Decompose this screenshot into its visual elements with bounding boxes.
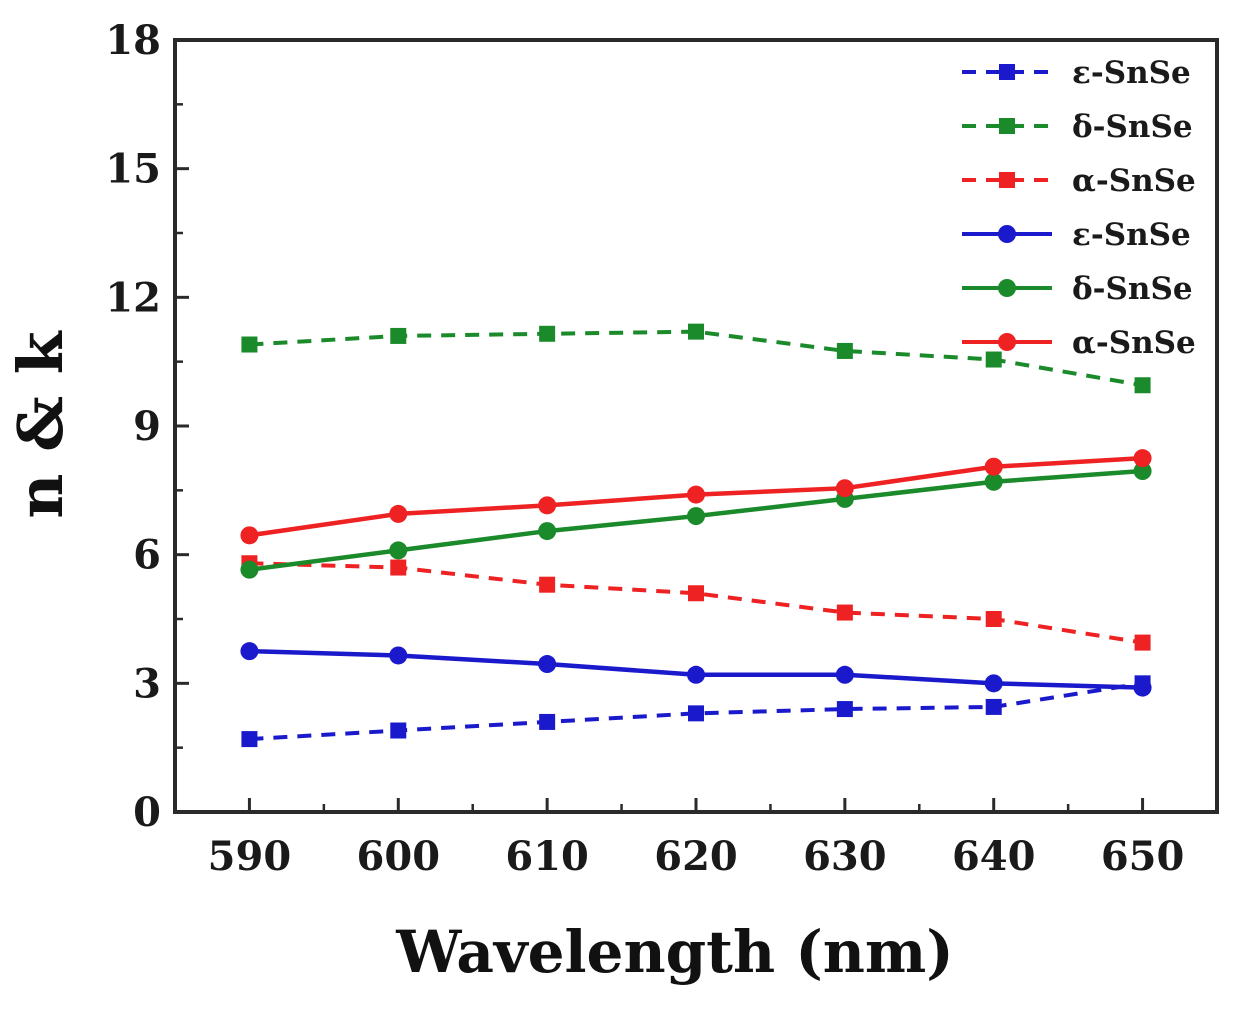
x-tick-label: 630: [803, 833, 887, 880]
data-point-square: [1134, 634, 1151, 651]
data-point-square: [390, 722, 407, 739]
legend-marker-circle: [998, 279, 1016, 297]
legend-label: δ-SnSe: [1072, 109, 1193, 145]
data-point-square: [836, 701, 853, 718]
data-point-square: [241, 731, 258, 748]
plot-series: [240, 323, 1152, 748]
data-point-circle: [984, 674, 1003, 693]
data-point-circle: [1133, 449, 1152, 468]
data-point-square: [1134, 377, 1151, 394]
legend-marker-square: [999, 118, 1015, 134]
legend-marker-circle: [998, 225, 1016, 243]
data-point-square: [836, 604, 853, 621]
x-axis-title: Wavelength (nm): [395, 918, 954, 986]
data-point-square: [390, 327, 407, 344]
data-point-square: [390, 559, 407, 576]
legend-marker-square: [999, 172, 1015, 188]
data-point-circle: [240, 642, 259, 661]
data-point-circle: [538, 522, 557, 541]
data-point-square: [539, 576, 556, 593]
x-tick-label: 600: [357, 833, 441, 880]
legend-label: ε-SnSe: [1072, 55, 1191, 91]
data-point-circle: [687, 507, 705, 526]
data-point-circle: [835, 665, 854, 684]
legend-label: ε-SnSe: [1072, 217, 1191, 253]
x-tick-label: 590: [208, 833, 292, 880]
data-point-circle: [389, 646, 408, 665]
y-tick-label: 6: [133, 532, 161, 579]
legend-marker-square: [999, 64, 1015, 80]
legend: ε-SnSe δ-SnSe α-SnSe ε-SnSe δ-SnSe α-SnSe: [962, 55, 1196, 361]
x-tick-label: 650: [1101, 833, 1185, 880]
legend-label: α-SnSe: [1072, 163, 1196, 199]
y-tick-label: 12: [105, 274, 161, 321]
data-point-circle: [835, 479, 854, 498]
data-point-square: [985, 611, 1002, 627]
legend-label: δ-SnSe: [1072, 271, 1193, 307]
data-point-square: [539, 713, 556, 730]
data-point-circle: [538, 655, 557, 674]
y-axis-title: n & k: [4, 329, 77, 518]
x-tick-label: 640: [952, 833, 1036, 880]
data-point-circle: [687, 485, 705, 504]
data-point-circle: [984, 472, 1003, 491]
data-point-square: [241, 336, 258, 353]
axes: 0 3 6 9 12 15 18 590 600 610 620 630 640 650: [105, 17, 1219, 880]
data-point-square: [688, 585, 704, 602]
y-tick-label: 0: [133, 789, 161, 836]
data-point-circle: [984, 457, 1003, 476]
data-point-circle: [240, 560, 259, 579]
x-tick-label: 620: [654, 833, 738, 880]
legend-marker-circle: [998, 333, 1016, 351]
data-point-circle: [389, 504, 408, 523]
data-point-circle: [538, 496, 557, 515]
data-point-circle: [687, 665, 705, 684]
legend-label: α-SnSe: [1072, 325, 1196, 361]
data-point-circle: [1133, 678, 1152, 697]
data-point-circle: [1133, 462, 1152, 481]
data-point-circle: [240, 526, 259, 545]
data-point-square: [688, 323, 704, 340]
y-tick-label: 9: [133, 403, 161, 450]
data-point-square: [539, 325, 556, 342]
data-point-square: [836, 342, 853, 359]
data-point-square: [985, 351, 1002, 368]
data-point-square: [985, 698, 1002, 715]
y-tick-label: 3: [133, 660, 161, 707]
data-point-square: [688, 705, 704, 722]
y-tick-label: 15: [105, 146, 161, 193]
x-tick-label: 610: [505, 833, 589, 880]
y-tick-label: 18: [105, 17, 161, 64]
data-point-circle: [389, 541, 408, 560]
